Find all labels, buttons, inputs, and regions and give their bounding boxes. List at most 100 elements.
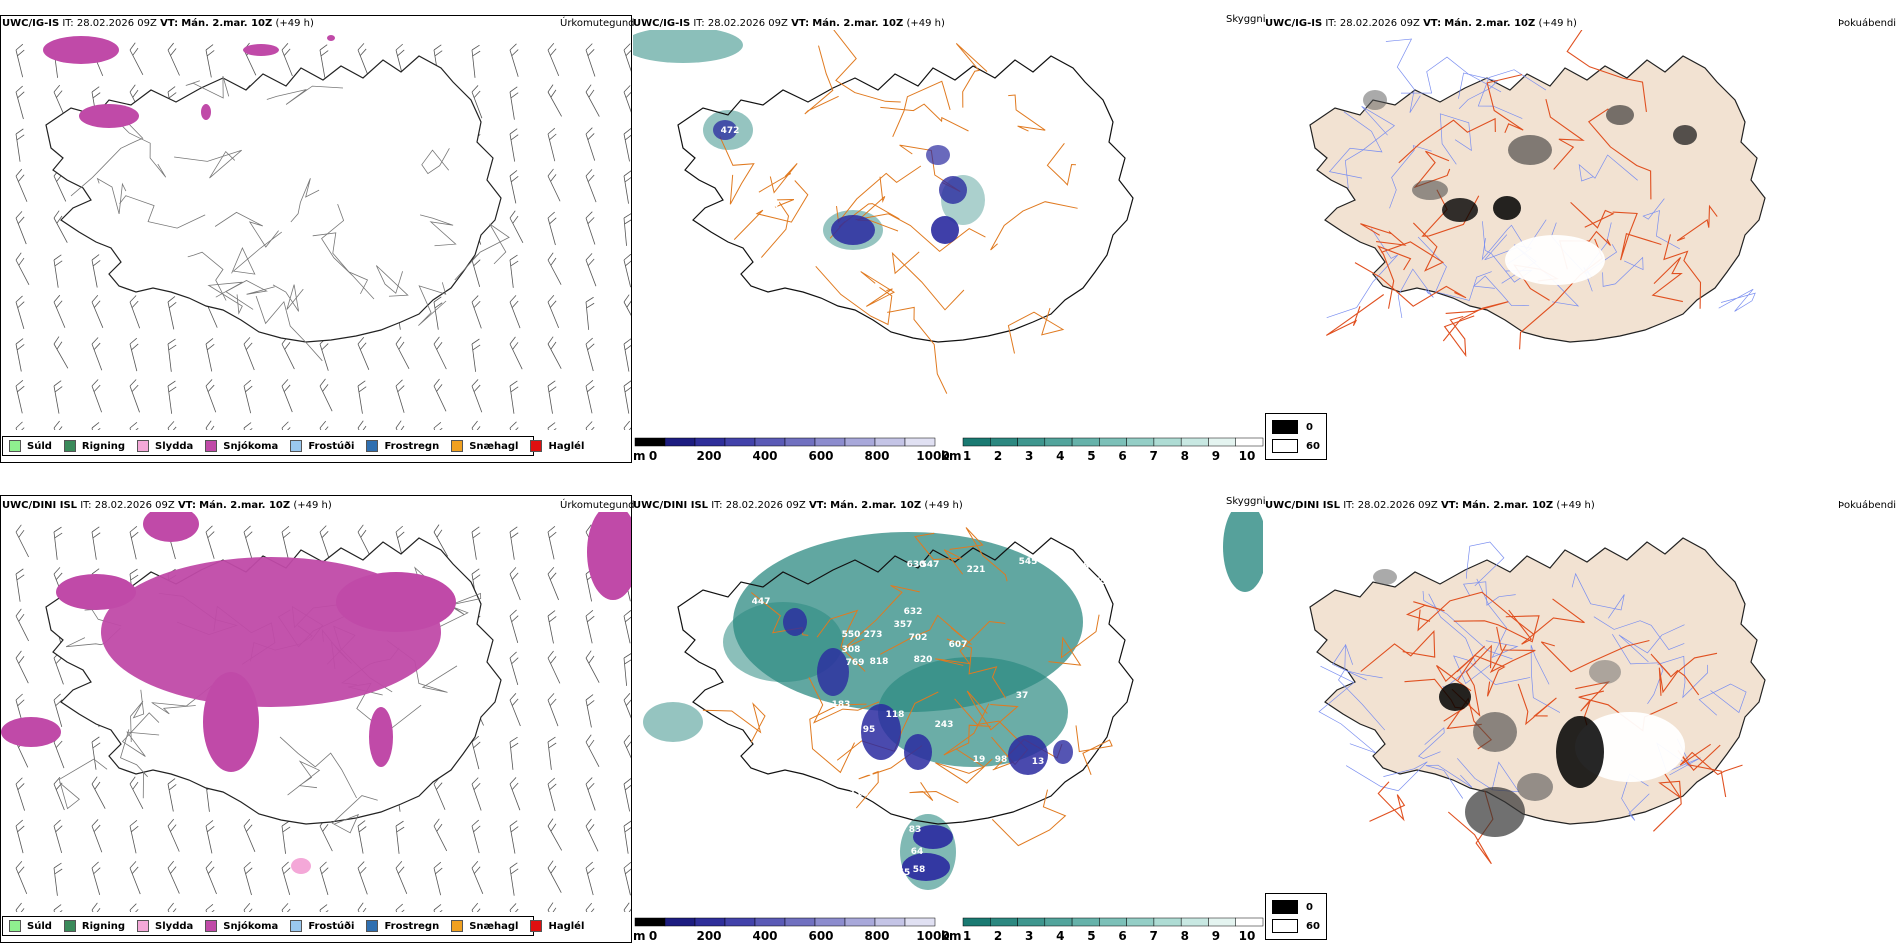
- legend-item: Slydda: [137, 440, 193, 452]
- ceiling-tick: 800: [864, 449, 889, 463]
- wind-barb: [471, 379, 483, 413]
- wind-barb: [623, 128, 631, 162]
- road-line: [1458, 72, 1499, 110]
- visibility-scale-swatch: [1071, 917, 1100, 927]
- wind-barb: [53, 904, 63, 912]
- road-line: [1405, 601, 1445, 622]
- road-line: [1466, 541, 1505, 587]
- wind-barb: [205, 861, 217, 895]
- wind-barb: [433, 336, 447, 370]
- road-line: [702, 702, 766, 743]
- wind-barb: [471, 526, 481, 560]
- road-line: [174, 149, 242, 179]
- ceiling-label: 19: [973, 755, 986, 765]
- legend-item: Rigning: [63, 920, 125, 932]
- lead-time: (+49 h): [906, 18, 945, 29]
- legend-swatch: [451, 920, 464, 932]
- wind-barb: [319, 525, 330, 559]
- wind-barb: [585, 610, 595, 644]
- wind-barb: [547, 252, 562, 285]
- ceiling-tick: 400: [752, 449, 777, 463]
- fog-area: [1606, 105, 1634, 125]
- road-line: [1679, 743, 1743, 776]
- road-line: [115, 119, 167, 178]
- road-line: [1587, 108, 1652, 200]
- ceiling-area: [1008, 735, 1048, 775]
- fog-swatch-60: [1272, 439, 1298, 453]
- ceiling-label: 118: [886, 710, 905, 720]
- road-line: [119, 195, 206, 229]
- road-line: [321, 203, 375, 300]
- ceiling-label: 555: [1071, 562, 1090, 572]
- wind-barb: [319, 818, 333, 852]
- road-line: [1400, 56, 1502, 94]
- ceiling-label: 97: [725, 228, 738, 238]
- wind-barb: [91, 736, 101, 770]
- road-line: [1385, 38, 1421, 113]
- road-line: [312, 232, 369, 295]
- road-line: [1443, 315, 1475, 358]
- visibility-tick: 4: [1056, 929, 1064, 943]
- fog-swatch-60: [1272, 919, 1298, 933]
- wind-barb: [15, 338, 25, 372]
- ceiling-scale-swatch: [634, 917, 666, 927]
- valid-time: Mán. 2.mar. 10Z: [1444, 18, 1536, 29]
- legend-label: Súld: [27, 440, 52, 452]
- snow-area: [369, 707, 393, 767]
- legend-label: Frostúði: [308, 920, 355, 932]
- wind-barb: [471, 860, 484, 894]
- wind-barb: [167, 818, 180, 852]
- road-line: [949, 527, 1008, 582]
- visibility-tick: 4: [1056, 449, 1064, 463]
- wind-barb: [91, 526, 101, 560]
- visibility-tick: 6: [1118, 449, 1126, 463]
- wind-barb: [585, 777, 596, 811]
- wind-barb: [547, 42, 560, 77]
- snow-area: [143, 512, 199, 542]
- road-line: [1602, 256, 1644, 287]
- legend-item: Snæhagl: [451, 440, 518, 452]
- wind-barb: [585, 818, 599, 852]
- wind-barb: [395, 903, 405, 912]
- road-line: [1578, 154, 1638, 182]
- model-name: UWC/DINI ISL: [2, 500, 78, 511]
- road-line: [1046, 142, 1076, 186]
- road-line: [1453, 615, 1540, 643]
- road-line: [279, 736, 357, 799]
- ceiling-scale-swatch: [664, 917, 696, 927]
- vt-label: VT:: [1423, 18, 1442, 29]
- wind-barb: [53, 862, 63, 896]
- road-line: [1489, 626, 1536, 674]
- road-line: [842, 585, 920, 650]
- wind-barb: [319, 337, 329, 371]
- ceiling-label: 275: [1088, 577, 1107, 587]
- road-line: [855, 745, 923, 809]
- road-line: [935, 748, 993, 784]
- wind-barb: [357, 524, 372, 558]
- road-line: [1075, 725, 1113, 775]
- visibility-scale-swatch: [1017, 917, 1046, 927]
- road-line: [880, 614, 972, 655]
- road-line: [287, 760, 321, 796]
- road-line: [225, 280, 275, 310]
- wind-barb: [433, 904, 443, 912]
- ceiling-label: 83: [909, 825, 922, 835]
- wind-barb: [433, 296, 443, 330]
- road-line: [1456, 758, 1520, 793]
- wind-barb: [623, 212, 631, 246]
- panel-title-cloud: Skyggni: [1226, 496, 1266, 507]
- wind-barb: [623, 902, 631, 912]
- precip-map-frame: [0, 495, 632, 943]
- precip-type-map: [15, 35, 631, 430]
- wind-barb: [319, 378, 333, 412]
- it-label: IT:: [711, 500, 723, 511]
- wind-barb: [509, 820, 519, 854]
- wind-barb: [623, 734, 631, 768]
- wind-barb: [471, 420, 485, 430]
- wind-barb: [547, 526, 557, 560]
- snow-area: [336, 572, 456, 632]
- legend-swatch: [63, 440, 76, 452]
- snow-area: [1, 717, 61, 747]
- wind-barb: [433, 818, 448, 852]
- wind-barb: [15, 777, 25, 811]
